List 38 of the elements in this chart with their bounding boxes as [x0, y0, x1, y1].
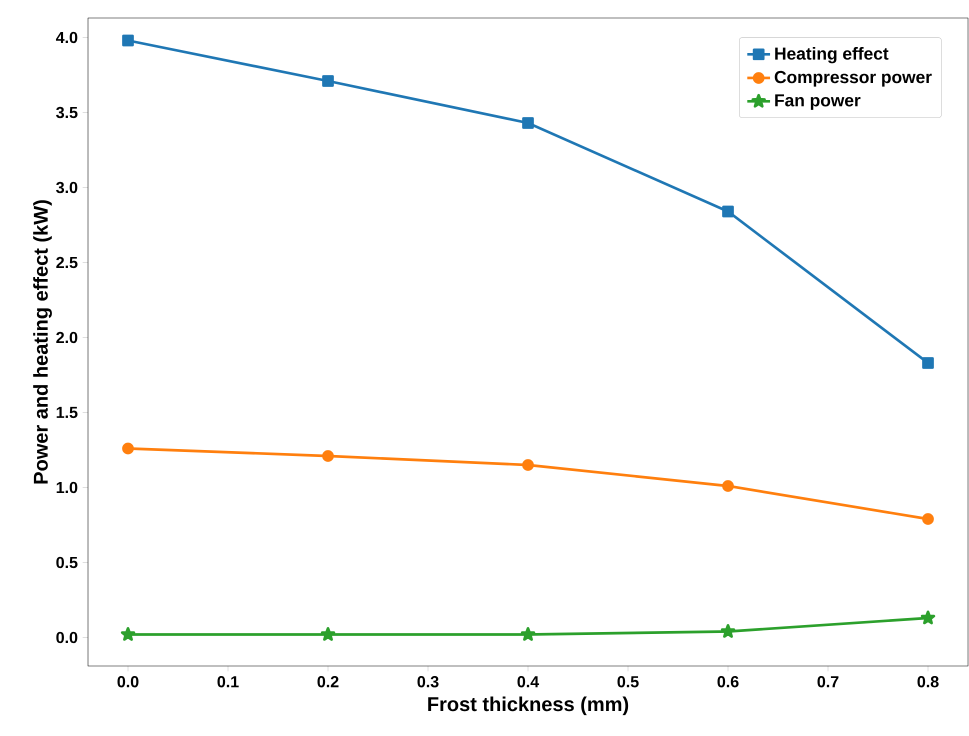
point [122, 442, 134, 454]
legend-label: Heating effect [775, 47, 888, 64]
point [320, 627, 336, 641]
y-tick-label: 0.0 [56, 632, 78, 644]
point [522, 117, 534, 129]
point [522, 459, 534, 471]
legend-label: Compressor power [774, 70, 932, 87]
point [322, 75, 334, 87]
y-tick-label: 2.0 [56, 332, 78, 344]
y-tick-label: 2.5 [56, 256, 78, 268]
point [322, 450, 334, 462]
x-tick-label: 0.3 [418, 676, 439, 688]
x-tick-label: 0.7 [818, 676, 838, 688]
point [720, 624, 736, 638]
x-tick-label: 0.8 [918, 676, 939, 688]
point [520, 627, 536, 641]
x-tick-label: 0.1 [218, 676, 239, 688]
point [920, 610, 936, 624]
point [722, 480, 734, 492]
point [722, 206, 734, 218]
y-tick-label: 3.0 [56, 182, 78, 194]
y-tick-label: 1.5 [56, 406, 78, 418]
x-tick-label: 0.5 [618, 676, 639, 688]
x-tick-label: 0.6 [718, 676, 739, 688]
x-tick-label: 0.2 [318, 676, 338, 688]
x-axis-title: Frost thickness (mm) [428, 696, 628, 716]
y-tick-label: 4.0 [56, 32, 78, 44]
point [922, 513, 934, 525]
y-axis-title: Power and heating effect (kW) [33, 200, 52, 484]
point [122, 34, 134, 46]
y-tick-label: 1.0 [56, 482, 78, 494]
x-tick-label: 0.0 [118, 676, 138, 688]
legend-label: Fan power [775, 94, 860, 110]
x-tick-label: 0.4 [518, 676, 540, 688]
point [922, 357, 934, 369]
point [120, 627, 136, 641]
y-tick-label: 3.5 [56, 106, 78, 118]
y-tick-label: 0.5 [56, 556, 78, 568]
